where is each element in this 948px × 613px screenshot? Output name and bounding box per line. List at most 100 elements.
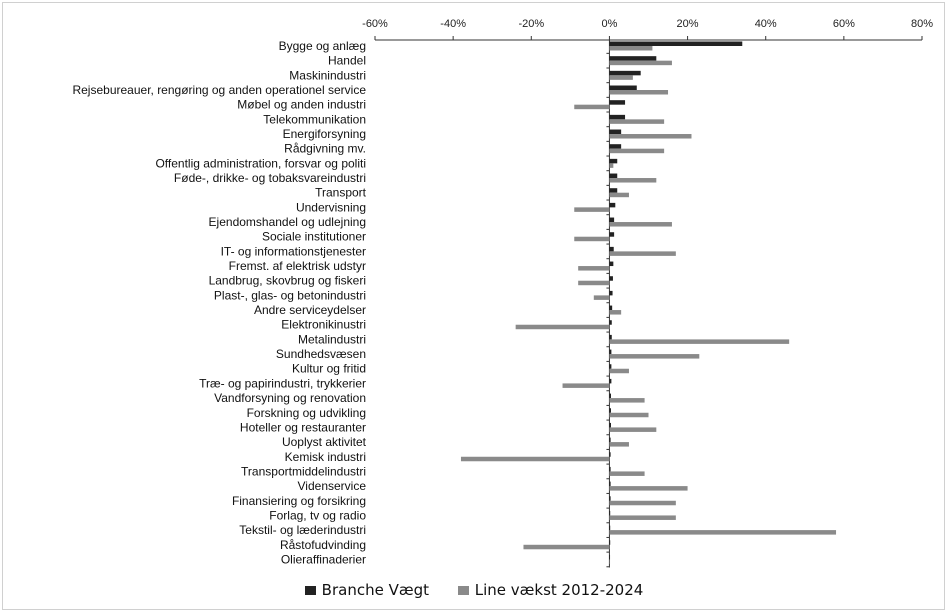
category-label: Møbel og anden industri [237,98,366,112]
bar-line-vaekst [609,412,649,418]
x-tick-label: 60% [833,18,855,30]
bar-branche-vaegt [609,525,611,531]
bar-line-vaekst [609,222,672,227]
category-label: Finansiering og forsikring [232,494,366,508]
category-label: Undervisning [296,200,366,214]
category-label: Rådgivning mv. [284,142,366,156]
bar-line-vaekst [609,398,645,403]
bar-line-vaekst [609,530,837,535]
category-label: Maskinindustri [289,68,366,82]
category-label: Handel [328,54,366,68]
category-label: Transport [315,186,367,200]
bar-branche-vaegt [609,364,612,369]
bar-line-vaekst [609,46,653,51]
legend-label-line: Line vækst 2012-2024 [474,581,644,599]
bar-branche-vaegt [609,408,611,413]
bar-branche-vaegt [609,232,615,237]
bar-line-vaekst [609,515,676,520]
bar-branche-vaegt [609,70,641,76]
x-tick-label: -40% [440,18,466,30]
bar-line-vaekst [609,354,700,359]
category-label: Kultur og fritid [292,362,366,376]
bar-branche-vaegt [609,349,612,355]
bar-branche-vaegt [609,100,626,105]
x-tick-label: -20% [518,18,544,30]
category-label: Kemisk industri [285,450,366,464]
bar-branche-vaegt [609,246,614,252]
x-tick-label: 20% [677,18,699,30]
bar-line-vaekst [609,427,657,432]
bar-branche-vaegt [609,305,613,311]
category-label: Forlag, tv og radio [269,508,366,522]
bar-branche-vaegt [609,540,611,545]
bar-branche-vaegt [609,188,618,193]
category-label: Forskning og udvikling [247,406,366,420]
bar-branche-vaegt [609,496,611,501]
x-axis: -60% -40% -20% 0% 20% 40% 60% 80% [362,18,933,568]
category-label: Landbrug, skovbrug og fiskeri [209,274,366,288]
bar-branche-vaegt [609,202,616,208]
bar-branche-vaegt [609,334,612,340]
x-tick-label: 40% [755,18,777,30]
category-label: Elektronikinustri [281,318,366,332]
legend-label-branche: Branche Vægt [321,581,429,599]
category-label: Tekstil- og læderindustri [239,523,366,537]
bar-branche-vaegt [609,393,611,399]
bar-line-vaekst [609,178,657,183]
bar-line-vaekst [574,236,610,242]
bar-line-vaekst [609,442,629,447]
category-label: Vandforsyning og renovation [214,391,366,405]
bar-branche-vaegt [609,290,613,296]
category-labels: Bygge og anlægHandelMaskinindustriRejseb… [72,39,366,566]
bar-branche-vaegt [609,437,611,443]
category-label: Hoteller og restauranter [240,420,366,434]
category-label: Sundhedsvæsen [276,347,366,361]
bar-line-vaekst [609,486,688,491]
bar-branche-vaegt [609,554,611,560]
legend: Branche Vægt Line vækst 2012-2024 [0,581,948,599]
bar-line-vaekst [515,324,610,330]
bar-line-vaekst [609,163,614,168]
bar-line-vaekst [574,207,610,212]
category-label: Træ- og papirindustri, trykkerier [199,376,366,390]
bar-branche-vaegt [609,422,611,428]
bar-line-vaekst [562,383,610,388]
legend-swatch-branche [304,586,316,595]
category-label: Uoplyst aktivitet [282,435,367,449]
bar-branche-vaegt [609,217,615,223]
legend-item-line: Line vækst 2012-2024 [457,581,644,599]
category-label: Offentlig administration, forsvar og pol… [155,156,366,170]
bar-line-vaekst [578,266,610,271]
category-label: IT- og informationstjenester [221,244,366,258]
category-label: Andre serviceydelser [254,303,366,317]
bar-branche-vaegt [609,452,611,457]
bar-branche-vaegt [609,378,612,384]
bar-branche-vaegt [609,481,611,487]
category-label: Transportmiddelindustri [241,464,366,478]
category-label: Energiforsyning [283,127,366,141]
bar-line-vaekst [609,75,633,80]
x-tick-label: 0% [601,18,617,30]
bar-line-vaekst [574,104,610,110]
bar-line-vaekst [609,60,672,66]
bar-branche-vaegt [609,85,637,91]
bar-line-vaekst [460,456,610,462]
bar-branche-vaegt [609,129,622,135]
category-label: Videnservice [298,479,367,493]
bar-branche-vaegt [609,173,618,179]
category-label: Sociale institutioner [262,230,366,244]
category-label: Metalindustri [298,332,366,346]
bar-branche-vaegt [609,276,613,281]
bar-line-vaekst [523,544,610,550]
category-label: Føde-, drikke- og tobaksvareindustri [174,171,366,185]
bar-line-vaekst [609,90,669,95]
bar-line-vaekst [609,148,665,154]
bar-branche-vaegt [609,158,618,164]
bar-line-vaekst [609,134,692,139]
bar-branche-vaegt [609,261,614,267]
legend-swatch-line [457,586,469,595]
bar-line-vaekst [609,368,629,374]
bar-line-vaekst [609,339,790,344]
bar-line-vaekst [609,471,645,476]
